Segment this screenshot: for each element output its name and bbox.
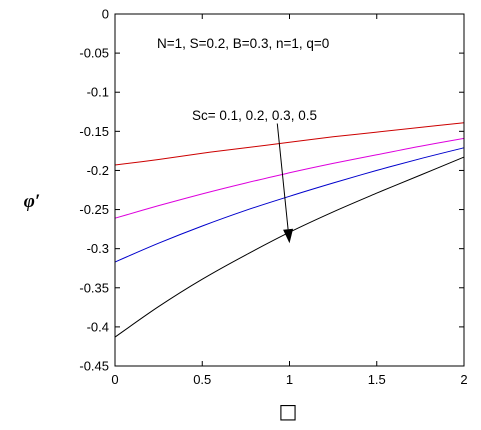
y-tick-label: -0.15 xyxy=(79,124,109,139)
x-tick-label: 0 xyxy=(111,372,118,387)
sc-annotation: Sc= 0.1, 0.2, 0.3, 0.5 xyxy=(192,108,317,123)
y-tick-label: -0.05 xyxy=(79,46,109,61)
sc-arrow-head xyxy=(283,228,294,244)
series-line-2 xyxy=(114,137,465,219)
y-tick-label: -0.45 xyxy=(79,359,109,374)
sc-arrow-shaft xyxy=(276,123,289,230)
arrow-layer xyxy=(276,123,294,244)
x-tick-label: 1.5 xyxy=(368,372,386,387)
tick-layer: 0 0.5 1 1.5 2 0 -0.05 -0.1 -0.15 -0.2 -0.25 -0.3 -0.… xyxy=(79,7,467,388)
parameter-annotation: N=1, S=0.2, B=0.3, n=1, q=0 xyxy=(157,36,329,51)
x-tick-label: 2 xyxy=(460,372,467,387)
x-tick-label: 1 xyxy=(286,372,293,387)
x-axis-label: □ xyxy=(279,399,298,423)
axes-frame xyxy=(114,13,465,367)
series-line-3 xyxy=(114,147,465,263)
y-tick-label: -0.35 xyxy=(79,280,109,295)
y-axis-label: φ′ xyxy=(24,191,40,212)
series-line-4 xyxy=(114,156,465,338)
y-tick-label: -0.1 xyxy=(87,85,109,100)
y-tick-label: -0.3 xyxy=(87,241,109,256)
y-tick-label: -0.2 xyxy=(87,163,109,178)
series-line-1 xyxy=(114,122,465,166)
x-tick-label: 0.5 xyxy=(193,372,211,387)
y-tick-label: -0.25 xyxy=(79,202,109,217)
y-tick-label: 0 xyxy=(102,7,109,22)
y-tick-label: -0.4 xyxy=(87,319,109,334)
